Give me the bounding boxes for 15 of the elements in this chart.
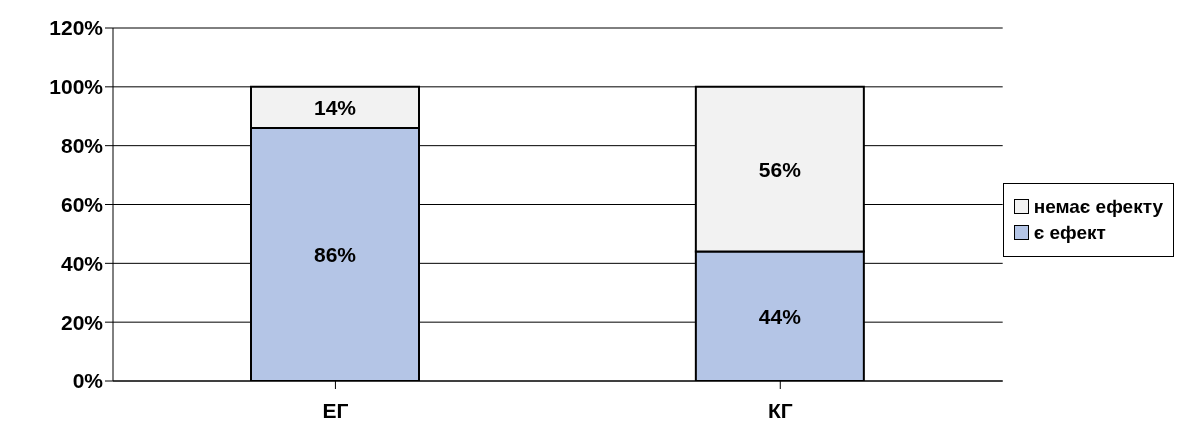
- y-tick-label: 100%: [49, 75, 104, 99]
- y-tick-label: 20%: [60, 310, 104, 334]
- data-label: 44%: [758, 304, 802, 328]
- y-tick-label: 80%: [60, 134, 104, 158]
- x-tick-label: ЕГ: [322, 398, 349, 422]
- y-tick-label: 120%: [49, 16, 104, 40]
- legend-label: немає ефекту: [1033, 195, 1163, 218]
- data-label: 14%: [313, 95, 357, 119]
- data-label: 86%: [313, 243, 357, 267]
- data-label: 56%: [758, 157, 802, 181]
- legend-label: є ефект: [1033, 221, 1106, 244]
- y-tick-label: 40%: [60, 251, 104, 275]
- y-tick-label: 60%: [60, 192, 104, 216]
- x-tick-label: КГ: [767, 398, 793, 422]
- y-tick-label: 0%: [72, 369, 104, 393]
